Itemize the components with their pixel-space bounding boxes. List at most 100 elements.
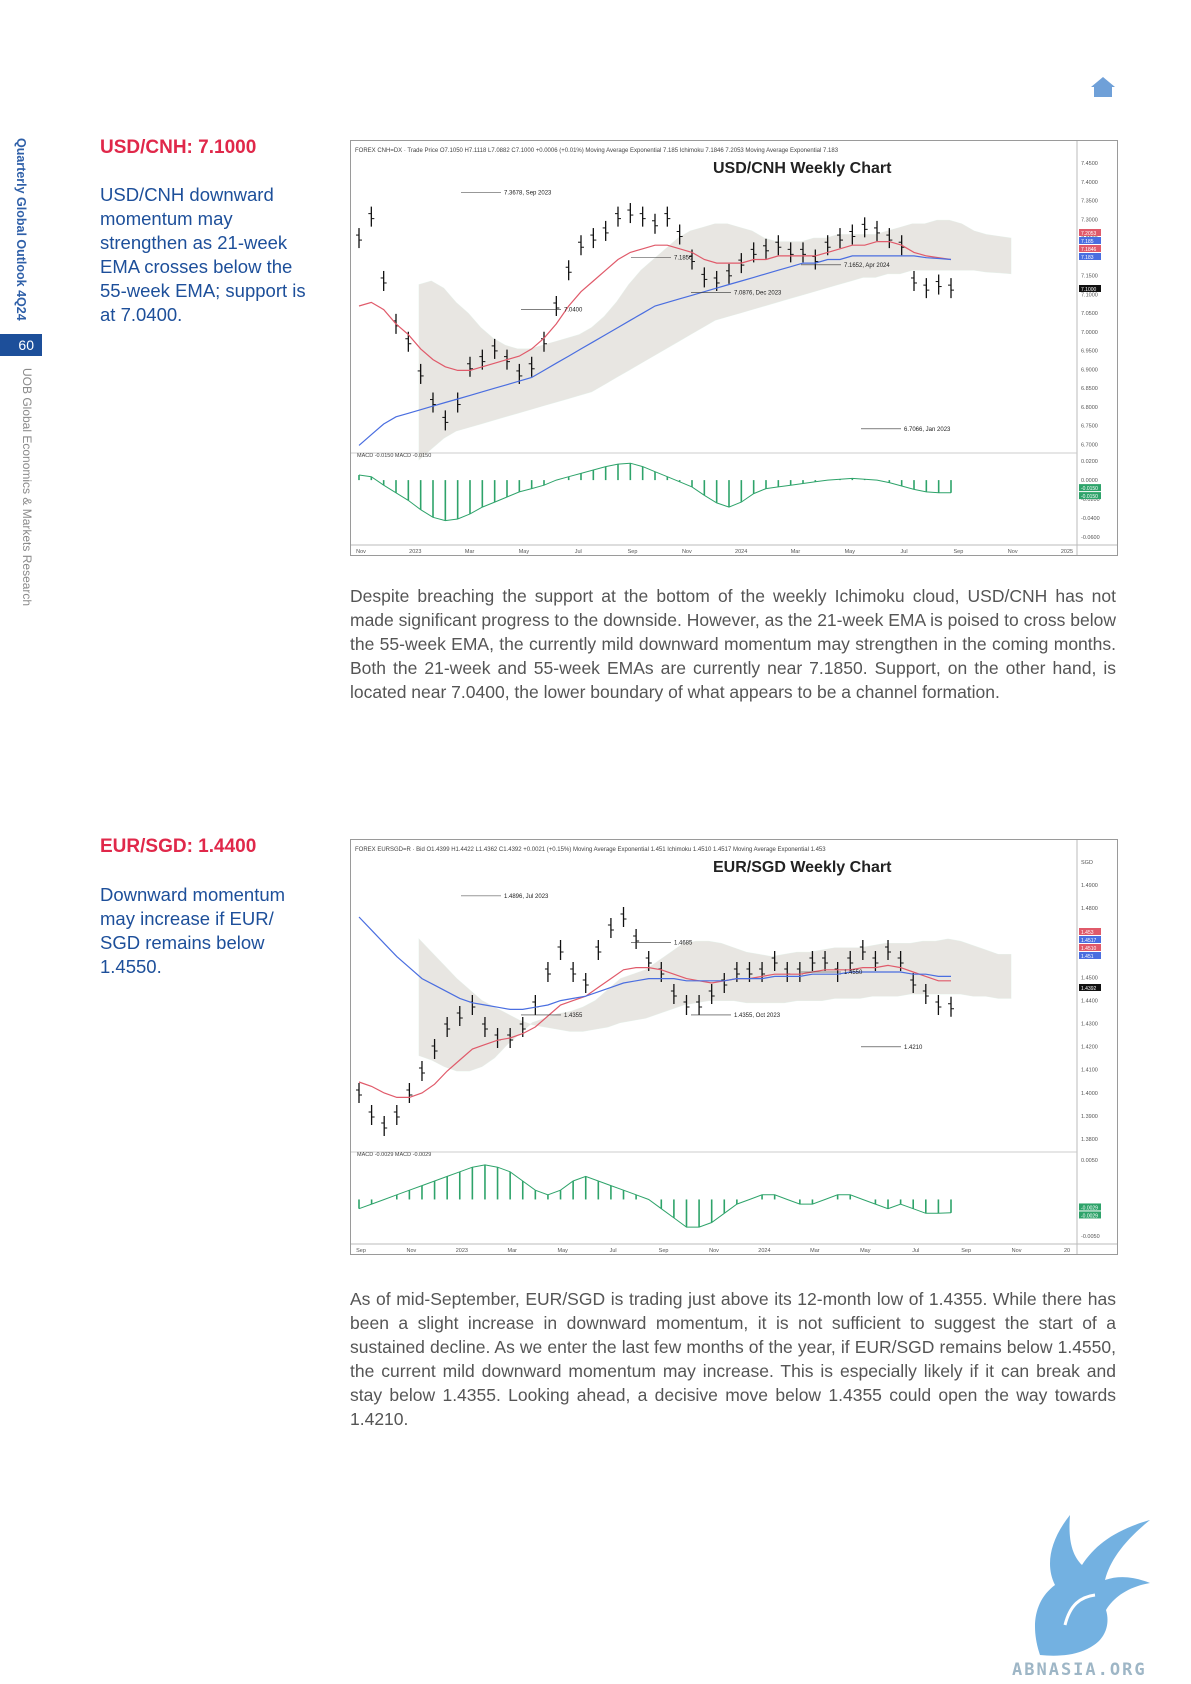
price-tag-box xyxy=(1079,285,1101,292)
page-number: 60 xyxy=(0,334,42,356)
price-tag: 7.2053 xyxy=(1081,231,1097,237)
x-tick-label: 2024 xyxy=(735,549,747,555)
x-tick-label: Nov xyxy=(356,549,366,555)
x-tick-label: Mar xyxy=(810,1248,820,1254)
price-tag-box xyxy=(1079,936,1101,943)
ema-55-line xyxy=(358,255,952,446)
x-tick-label: 2024 xyxy=(758,1248,770,1254)
ichimoku-cloud-red xyxy=(419,220,1011,460)
macd-y-tick-label: 0.0050 xyxy=(1081,1158,1098,1164)
macd-tag: -0.0029 xyxy=(1081,1205,1098,1211)
y-tick-label: 1.3900 xyxy=(1081,1114,1098,1120)
price-tag: 7.1846 xyxy=(1081,247,1097,253)
y-tick-label: 7.0000 xyxy=(1081,330,1098,336)
x-tick-label: Nov xyxy=(682,549,692,555)
chart-header: FOREX EURSGD=R · Bid O1.4399 H1.4422 L1.… xyxy=(355,847,826,853)
price-tag-box xyxy=(1079,984,1101,991)
macd-y-tick-label: -0.0200 xyxy=(1081,497,1100,503)
y-tick-label: 7.1500 xyxy=(1081,274,1098,280)
x-tick-label: Jul xyxy=(912,1248,919,1254)
y-tick-label: 7.1000 xyxy=(1081,292,1098,298)
x-tick-label: Jul xyxy=(610,1248,617,1254)
macd-tag: -0.0150 xyxy=(1081,486,1098,492)
y-tick-label: 1.4200 xyxy=(1081,1045,1098,1051)
ichimoku-cloud xyxy=(418,219,1012,461)
y-tick-label: 7.4500 xyxy=(1081,161,1098,167)
price-tag-box xyxy=(1079,229,1101,236)
x-tick-label: 2025 xyxy=(1061,549,1073,555)
x-tick-label: Mar xyxy=(508,1248,518,1254)
usdcnh-weekly-chart: FOREX CNH=DX · Trade Price O7.1050 H7.11… xyxy=(350,140,1118,556)
y-tick-label: 6.7000 xyxy=(1081,442,1098,448)
y-tick-label: 1.4900 xyxy=(1081,883,1098,889)
price-tag-box xyxy=(1079,237,1101,244)
y-tick-label: 6.7500 xyxy=(1081,424,1098,430)
annotation-label: 1.4355, Oct 2023 xyxy=(734,1013,781,1019)
macd-line xyxy=(358,1164,952,1228)
x-tick-label: Sep xyxy=(953,549,963,555)
y-tick-label: 1.3800 xyxy=(1081,1137,1098,1143)
y-tick-label: 6.9500 xyxy=(1081,349,1098,355)
macd-label: MACD -0.0029 MACD -0.0029 xyxy=(357,1152,431,1158)
price-tag: 1.4510 xyxy=(1081,946,1097,952)
annotation-label: 7.0400 xyxy=(564,308,583,314)
x-tick-label: Nov xyxy=(709,1248,719,1254)
price-tag: 1.4392 xyxy=(1081,986,1097,992)
ema-21-line xyxy=(358,964,951,1098)
price-tag: 1.453 xyxy=(1081,930,1094,936)
y-tick-label: 1.4800 xyxy=(1081,906,1098,912)
x-tick-label: May xyxy=(860,1248,871,1254)
y-tick-label: 6.9000 xyxy=(1081,367,1098,373)
x-tick-label: Sep xyxy=(961,1248,971,1254)
x-tick-label: Jul xyxy=(575,549,582,555)
ema-21-line xyxy=(358,241,952,371)
y-tick-label: SGD xyxy=(1081,860,1093,866)
x-tick-label: Mar xyxy=(791,549,801,555)
x-tick-label: Jul xyxy=(901,549,908,555)
macd-tag-box xyxy=(1079,484,1101,492)
macd-tag-box xyxy=(1079,1211,1101,1219)
y-tick-label: 7.3000 xyxy=(1081,217,1098,223)
ichimoku-cloud-red xyxy=(419,939,1011,1071)
y-tick-label: 1.4000 xyxy=(1081,1091,1098,1097)
x-tick-label: Mar xyxy=(465,549,475,555)
x-tick-label: 20 xyxy=(1064,1248,1070,1254)
annotation-label: 1.4355 xyxy=(564,1013,583,1019)
annotation-label: 1.4550 xyxy=(844,970,863,976)
annotation-label: 7.1652, Apr 2024 xyxy=(844,263,890,269)
usdcnh-chart-canvas: FOREX CNH=DX · Trade Price O7.1050 H7.11… xyxy=(351,141,1117,555)
y-tick-label: 6.8500 xyxy=(1081,386,1098,392)
annotation-label: 7.0876, Dec 2023 xyxy=(734,291,782,297)
x-tick-label: May xyxy=(558,1248,569,1254)
eursgd-section-title: EUR/SGD: 1.4400 xyxy=(100,836,257,857)
x-tick-label: Sep xyxy=(628,549,638,555)
price-tag: 7.183 xyxy=(1081,255,1094,261)
macd-tag: -0.0150 xyxy=(1081,494,1098,500)
y-tick-label: 1.4100 xyxy=(1081,1068,1098,1074)
report-title-vertical: Quarterly Global Outlook 4Q24 xyxy=(14,138,28,321)
y-tick-label: 1.4500 xyxy=(1081,975,1098,981)
price-tag: 1.4517 xyxy=(1081,938,1097,944)
y-tick-label: 1.4300 xyxy=(1081,1022,1098,1028)
usdcnh-summary: USD/CNH downward momentum may strengthen… xyxy=(100,184,306,325)
price-tag-box xyxy=(1079,245,1101,252)
price-tag-box xyxy=(1079,928,1101,935)
home-icon[interactable] xyxy=(1090,76,1116,98)
y-tick-label: 7.0500 xyxy=(1081,311,1098,317)
macd-label: MACD -0.0150 MACD -0.0150 xyxy=(357,453,431,459)
price-tag: 1.451 xyxy=(1081,954,1094,960)
usdcnh-body-text: Despite breaching the support at the bot… xyxy=(350,586,1116,702)
macd-line xyxy=(358,462,951,522)
x-tick-label: May xyxy=(519,549,530,555)
eursgd-weekly-chart: FOREX EURSGD=R · Bid O1.4399 H1.4422 L1.… xyxy=(350,839,1118,1255)
x-tick-label: Sep xyxy=(356,1248,366,1254)
macd-tag-box xyxy=(1079,1203,1101,1211)
price-tag-box xyxy=(1079,944,1101,951)
x-tick-label: Sep xyxy=(659,1248,669,1254)
x-tick-label: Nov xyxy=(1008,549,1018,555)
macd-y-tick-label: 0.0000 xyxy=(1081,478,1098,484)
annotation-label: 1.4896, Jul 2023 xyxy=(504,894,549,900)
annotation-label: 7.1850 xyxy=(674,256,693,262)
macd-y-tick-label: 0.0200 xyxy=(1081,459,1098,465)
x-tick-label: May xyxy=(845,549,856,555)
